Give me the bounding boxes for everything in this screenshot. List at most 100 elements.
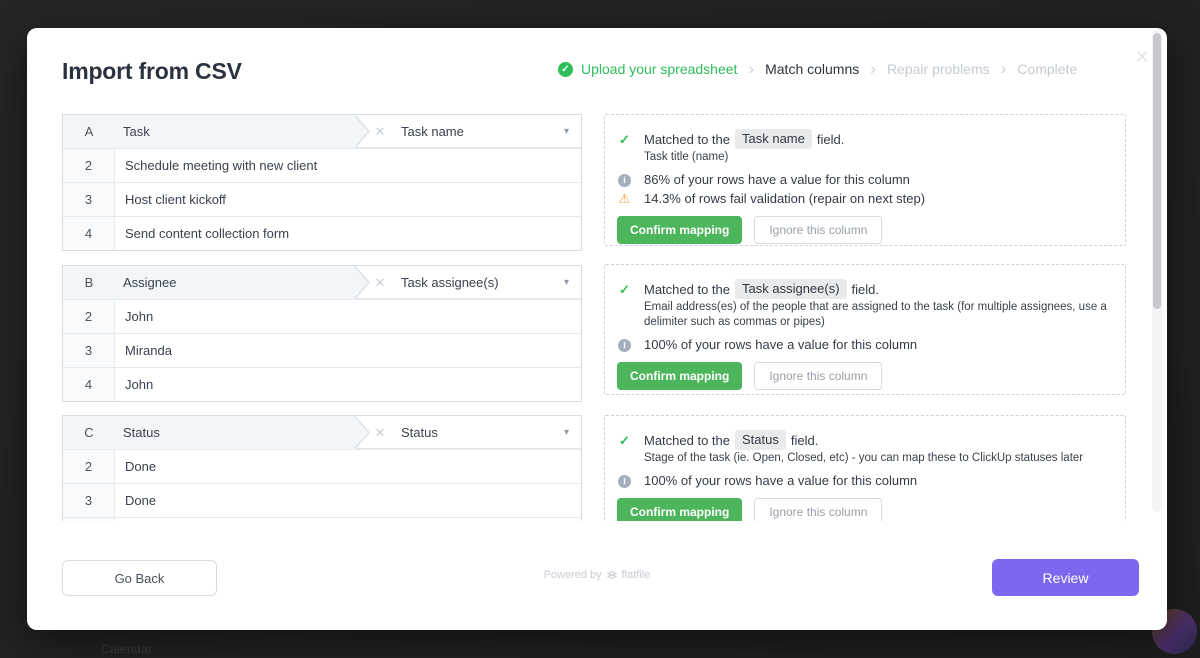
step-complete: Complete	[1017, 61, 1077, 77]
info-icon: i	[618, 173, 631, 187]
ignore-column-button[interactable]: Ignore this column	[754, 498, 883, 521]
info-text: 100% of your rows have a value for this …	[644, 473, 918, 488]
match-prefix: Matched to the	[644, 432, 730, 448]
row-number: 4	[63, 217, 115, 250]
match-status-line: ✓ Matched to the Status field.	[616, 430, 1107, 450]
warning-line: ⚠ 14.3% of rows fail validation (repair …	[616, 191, 1107, 207]
chevron-right-icon: ›	[870, 59, 876, 78]
check-icon: ✓	[619, 131, 630, 147]
confirm-mapping-button[interactable]: Confirm mapping	[617, 362, 743, 390]
source-header-arrow	[63, 266, 370, 299]
field-select-b[interactable]: Task assignee(s) ▾	[393, 266, 581, 299]
field-chip: Task assignee(s)	[735, 279, 847, 299]
source-header-arrow	[63, 115, 370, 148]
row-value: Send content collection form	[125, 226, 290, 241]
match-suffix: field.	[790, 432, 819, 448]
remove-mapping-icon[interactable]: ✕	[374, 425, 386, 440]
selected-field: Task name	[401, 124, 464, 139]
row-number: 2	[63, 149, 115, 182]
field-select-c[interactable]: Status ▾	[393, 416, 581, 449]
table-row: 4 John	[63, 367, 581, 401]
row-number: 4	[63, 368, 115, 401]
check-icon: ✓	[619, 432, 630, 448]
selected-field: Status	[401, 425, 438, 440]
row-value: Host client kickoff	[125, 192, 226, 207]
field-description: Stage of the task (ie. Open, Closed, etc…	[644, 452, 1084, 464]
check-icon: ✓	[619, 281, 630, 297]
page-title: Import from CSV	[62, 58, 242, 84]
ignore-column-button[interactable]: Ignore this column	[754, 216, 883, 244]
row-value: Done	[125, 493, 157, 508]
arrow-outline-icon	[355, 266, 370, 299]
info-line: i 86% of your rows have a value for this…	[616, 172, 1107, 188]
confirm-mapping-button[interactable]: Confirm mapping	[617, 216, 743, 244]
mapping-scroll-area: A Task ✕ Task name ▾ 2 Schedule meeting …	[62, 114, 1128, 521]
warning-icon: ⚠	[618, 191, 631, 206]
match-suffix: field.	[851, 281, 880, 297]
background-page-text: Calendar	[101, 642, 153, 656]
column-letter: B	[84, 275, 94, 290]
table-row: 3 Done	[63, 483, 581, 517]
remove-mapping-icon[interactable]: ✕	[374, 124, 386, 139]
row-number: 3	[63, 334, 115, 367]
column-letter: C	[84, 425, 94, 440]
chevron-right-icon: ›	[748, 59, 755, 78]
stepper: ✓ Upload your spreadsheet › Match column…	[558, 59, 1077, 78]
match-prefix: Matched to the	[644, 131, 730, 147]
info-line: i 100% of your rows have a value for thi…	[616, 473, 1107, 489]
source-table-b: B Assignee ✕ Task assignee(s) ▾ 2 John 3…	[62, 265, 582, 402]
go-back-button[interactable]: Go Back	[62, 560, 217, 596]
review-button[interactable]: Review	[992, 559, 1139, 596]
caret-down-icon: ▾	[563, 427, 569, 438]
confirm-mapping-button[interactable]: Confirm mapping	[617, 498, 743, 521]
remove-mapping-icon[interactable]: ✕	[374, 275, 386, 290]
row-value: Miranda	[125, 343, 172, 358]
close-icon[interactable]: ✕	[1134, 47, 1150, 67]
table-row: 2 Done	[63, 449, 581, 483]
table-row-partial	[63, 517, 581, 521]
match-status-line: ✓ Matched to the Task assignee(s) field.	[616, 279, 1107, 299]
row-value: Done	[125, 459, 157, 474]
table-header: C Status ✕ Status ▾	[63, 416, 581, 449]
caret-down-icon: ▾	[563, 277, 569, 288]
info-text: 100% of your rows have a value for this …	[644, 337, 918, 352]
chevron-right-icon: ›	[1000, 59, 1007, 78]
match-panel-task-assignees: ✓ Matched to the Task assignee(s) field.…	[604, 264, 1126, 395]
info-icon: i	[618, 338, 631, 352]
source-column-name: Assignee	[123, 275, 177, 290]
caret-down-icon: ▾	[563, 126, 569, 137]
info-line: i 100% of your rows have a value for thi…	[616, 337, 1107, 353]
selected-field: Task assignee(s)	[401, 275, 499, 290]
row-value: John	[125, 377, 154, 392]
match-panel-status: ✓ Matched to the Status field. Stage of …	[604, 415, 1126, 521]
source-table-c: C Status ✕ Status ▾ 2 Done 3 Done	[62, 415, 582, 521]
match-suffix: field.	[816, 131, 845, 147]
info-icon: i	[618, 474, 631, 488]
match-panel-task-name: ✓ Matched to the Task name field. Task t…	[604, 114, 1126, 246]
row-number	[63, 518, 115, 521]
powered-by-text: Powered by	[543, 569, 602, 581]
flatfile-brand-text: flatfile	[621, 569, 651, 581]
step-repair-problems: Repair problems	[887, 61, 990, 77]
scrollbar-track	[1152, 30, 1162, 512]
step-label: Upload your spreadsheet	[581, 61, 738, 77]
row-value: John	[125, 309, 154, 324]
row-value: Schedule meeting with new client	[125, 158, 318, 173]
field-description: Task title (name)	[644, 151, 729, 163]
step-upload-spreadsheet[interactable]: ✓ Upload your spreadsheet	[558, 61, 737, 77]
powered-by-flatfile-link[interactable]: Powered by flatfile	[532, 569, 662, 581]
table-header: A Task ✕ Task name ▾	[63, 115, 581, 148]
scrollbar-thumb[interactable]	[1153, 33, 1161, 309]
source-column-name: Status	[123, 425, 160, 440]
row-number: 2	[63, 450, 115, 483]
ignore-column-button[interactable]: Ignore this column	[754, 362, 883, 390]
field-chip: Status	[735, 430, 786, 450]
step-complete-icon: ✓	[558, 61, 573, 77]
row-number: 3	[63, 183, 115, 216]
field-select-a[interactable]: Task name ▾	[393, 115, 581, 148]
info-text: 86% of your rows have a value for this c…	[644, 172, 910, 187]
step-match-columns[interactable]: Match columns	[765, 61, 859, 77]
table-row: 2 John	[63, 299, 581, 333]
step-label: Repair problems	[886, 61, 990, 77]
